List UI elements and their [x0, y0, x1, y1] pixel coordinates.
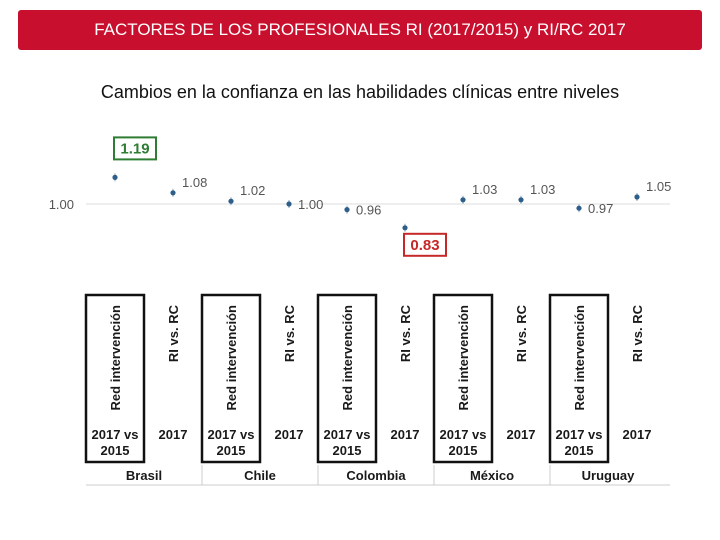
data-point [286, 201, 292, 207]
country-label: México [470, 468, 514, 483]
data-label: 1.00 [298, 197, 323, 212]
data-label: 1.03 [530, 182, 555, 197]
period-label: 2015 [101, 443, 130, 458]
country-label: Colombia [346, 468, 406, 483]
data-label: 0.83 [410, 237, 439, 254]
country-label: Chile [244, 468, 276, 483]
comparison-box [316, 293, 378, 464]
data-point [344, 207, 350, 213]
data-label: 0.96 [356, 203, 381, 218]
data-label: 0.97 [588, 201, 613, 216]
highlight-box [403, 232, 447, 257]
country-label: Uruguay [582, 468, 636, 483]
period-label: 2015 [449, 443, 478, 458]
period-label: 2017 vs [556, 427, 603, 442]
period-label: 2017 [275, 427, 304, 442]
comparison-box [548, 293, 610, 464]
comparison-label: RI vs. RC [282, 304, 297, 362]
comparison-box [432, 293, 494, 464]
comparison-label: RI vs. RC [514, 304, 529, 362]
period-label: 2017 [507, 427, 536, 442]
data-point [460, 197, 466, 203]
period-label: 2017 vs [92, 427, 139, 442]
period-label: 2017 [391, 427, 420, 442]
period-label: 2017 [159, 427, 188, 442]
comparison-label: Red intervención [340, 305, 355, 411]
period-label: 2017 [623, 427, 652, 442]
period-label: 2017 vs [208, 427, 255, 442]
data-point [634, 194, 640, 200]
period-label: 2015 [565, 443, 594, 458]
comparison-box [84, 293, 146, 464]
data-label: 1.19 [120, 140, 149, 157]
data-point [518, 197, 524, 203]
data-point [112, 174, 118, 180]
comparison-label: Red intervención [224, 305, 239, 411]
data-point [576, 205, 582, 211]
comparison-label: Red intervención [456, 305, 471, 411]
data-label: 1.08 [182, 175, 207, 190]
comparison-box [200, 293, 262, 464]
comparison-label: RI vs. RC [398, 304, 413, 362]
data-label: 1.05 [646, 179, 671, 194]
reference-label: 1.00 [49, 197, 74, 212]
period-label: 2015 [333, 443, 362, 458]
data-label: 1.02 [240, 183, 265, 198]
data-point [402, 225, 408, 231]
country-label: Brasil [126, 468, 162, 483]
period-label: 2015 [217, 443, 246, 458]
chart-subtitle: Cambios en la confianza en las habilidad… [100, 82, 620, 102]
period-label: 2017 vs [324, 427, 371, 442]
slide-title: FACTORES DE LOS PROFESIONALES RI (2017/2… [94, 20, 626, 39]
highlight-box [113, 136, 157, 161]
data-point [170, 190, 176, 196]
comparison-label: RI vs. RC [630, 304, 645, 362]
period-label: 2017 vs [440, 427, 487, 442]
slide-header: FACTORES DE LOS PROFESIONALES RI (2017/2… [18, 10, 702, 50]
comparison-label: RI vs. RC [166, 304, 181, 362]
data-point [228, 198, 234, 204]
comparison-label: Red intervención [572, 305, 587, 411]
data-label: 1.03 [472, 182, 497, 197]
plot-area: 1.00 1.19 1.08 1.02 1.00 0.96 0.83 1.03 1.03 0.97… [49, 136, 671, 257]
comparison-label: Red intervención [108, 305, 123, 411]
